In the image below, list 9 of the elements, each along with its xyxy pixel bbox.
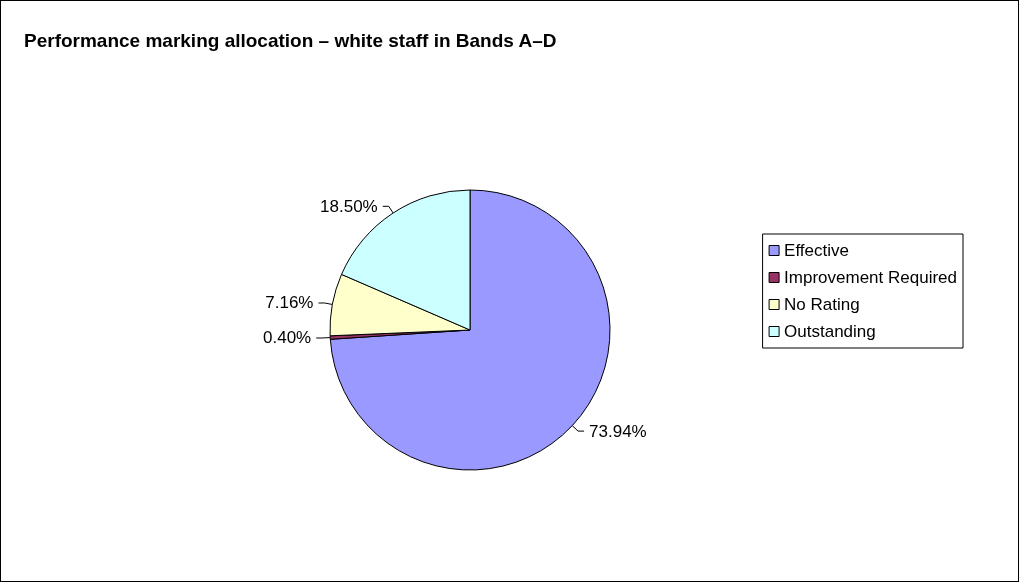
data-label: 18.50% [320, 196, 378, 216]
legend-label: Improvement Required [784, 268, 958, 287]
legend-label: Effective [784, 241, 849, 260]
chart-title: Performance marking allocation – white staff in Bands A–D [24, 30, 557, 51]
data-label: 73.94% [589, 421, 647, 441]
data-label: 0.40% [263, 328, 312, 348]
legend-label: Outstanding [784, 322, 876, 341]
data-label: 7.16% [265, 293, 314, 313]
legend-label: No Rating [784, 295, 860, 314]
